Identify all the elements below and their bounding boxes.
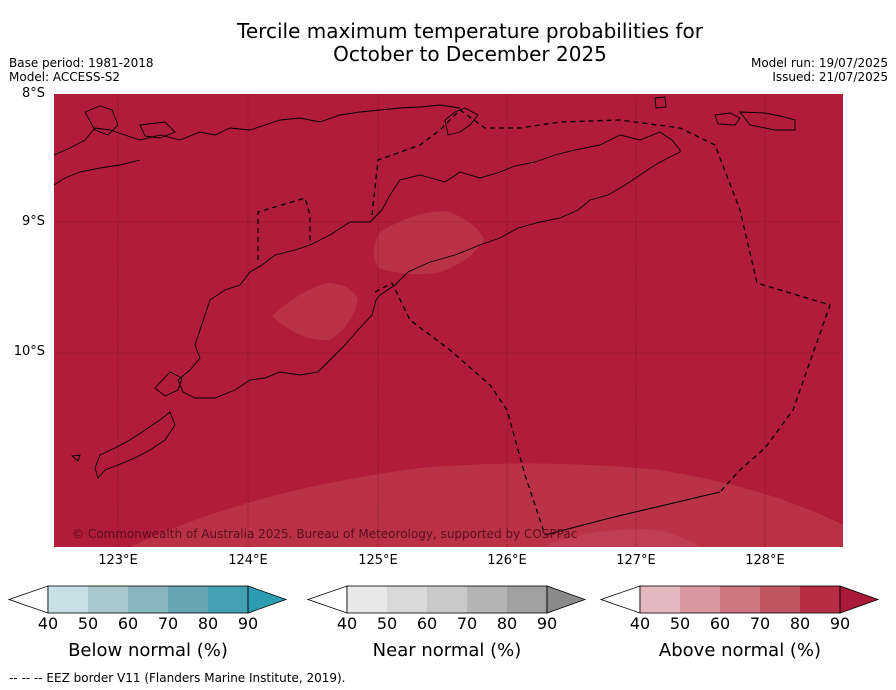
lon-label: 126°E [487,553,527,568]
colorbar-segment [347,586,387,613]
colorbar-frame [639,585,841,614]
colorbar-title-below: Below normal (%) [68,640,228,661]
colorbar-frame [346,585,548,614]
colorbar-tick-label: 60 [709,614,731,633]
title-line-2: October to December 2025 [333,42,607,66]
colorbar-segment [640,586,680,613]
above-normal-70-patch [540,529,700,547]
lon-label: 123°E [98,553,138,568]
model-name: Model: ACCESS-S2 [9,70,121,84]
colorbar-frame [47,585,249,614]
meta-left: Base period: 1981-2018 Model: ACCESS-S2 [9,56,154,84]
colorbar-tick-label: 80 [496,614,518,633]
colorbar-extend-low [600,585,641,614]
colorbar-segment [168,586,208,613]
colorbar-tick-label: 40 [336,614,358,633]
colorbar-tick-label: 60 [117,614,139,633]
colorbar-tick-label: 80 [789,614,811,633]
eez-solid-line [544,491,721,536]
eez-border-line [374,282,546,536]
colorbar-tick-label: 50 [376,614,398,633]
base-period: Base period: 1981-2018 [9,56,154,70]
colorbar-tick-label: 90 [237,614,259,633]
colorbar-segment [507,586,547,613]
colorbar-segment [760,586,800,613]
colorbar-segment [427,586,467,613]
colorbar-extend-high [546,585,587,614]
colorbar-tick-label: 70 [456,614,478,633]
colorbar-extend-low [307,585,348,614]
colorbar-extend-low [8,585,49,614]
colorbar-tick-label: 70 [749,614,771,633]
colorbar-above-normal [600,585,880,614]
colorbar-tick-label: 90 [829,614,851,633]
issued-date: Issued: 21/07/2025 [772,70,888,84]
colorbar-title-near: Near normal (%) [372,640,522,661]
island-coastline [139,121,176,139]
timor-coastline [177,131,681,399]
colorbar-segment [208,586,248,613]
colorbar-tick-label: 60 [416,614,438,633]
colorbar-tick-label: 90 [536,614,558,633]
lat-label: 10°S [13,344,45,359]
eez-border [257,109,831,536]
north-islands-coastline [53,159,141,186]
colorbar-tick-label: 40 [629,614,651,633]
colorbar-extend-high [839,585,880,614]
above-normal-80-patch [272,283,358,341]
island-coastline [654,96,667,109]
above-normal-80-patch [373,211,484,275]
title-line-1: Tercile maximum temperature probabilitie… [237,19,703,43]
model-run: Model run: 19/07/2025 [750,56,888,70]
coastlines [53,96,796,479]
lon-label: 124°E [228,553,268,568]
meta-right: Model run: 19/07/2025 Issued: 21/07/2025 [751,56,888,84]
colorbar-tick-label: 50 [669,614,691,633]
lat-label: 8°S [21,86,45,101]
colorbar-tick-label: 40 [37,614,59,633]
colorbar-segment [48,586,88,613]
colorbar-segment [720,586,760,613]
wetar-coastline [444,107,479,136]
colorbar-tick-label: 80 [197,614,219,633]
rote-coastline [94,411,176,479]
colorbar-segment [88,586,128,613]
above-normal-80-band [130,463,843,547]
eez-border-line [257,197,311,260]
island-coastline [84,105,119,136]
lat-label: 9°S [21,214,45,229]
lon-label: 127°E [616,553,656,568]
island-coastline [70,454,81,462]
chart-title: Tercile maximum temperature probabilitie… [0,20,896,66]
colorbar-title-above: Above normal (%) [658,640,822,661]
colorbar-segment [680,586,720,613]
colorbar-below-normal [8,585,288,614]
lon-label: 128°E [745,553,785,568]
island-coastline [739,111,796,131]
lon-label: 125°E [358,553,398,568]
footer-legend: -- -- -- EEZ border V11 (Flanders Marine… [9,671,346,685]
colorbar-segment [128,586,168,613]
colorbar-tick-label: 70 [157,614,179,633]
colorbar-extend-high [247,585,288,614]
island-coastline [714,112,741,126]
rote-coastline [154,371,183,397]
colorbar-segment [467,586,507,613]
eez-border-line [371,109,831,493]
colorbar-near-normal [307,585,587,614]
colorbar-tick-label: 50 [77,614,99,633]
copyright-text: © Commonwealth of Australia 2025. Bureau… [72,527,577,541]
north-islands-coastline [53,104,461,156]
colorbar-segment [800,586,840,613]
colorbar-segment [387,586,427,613]
